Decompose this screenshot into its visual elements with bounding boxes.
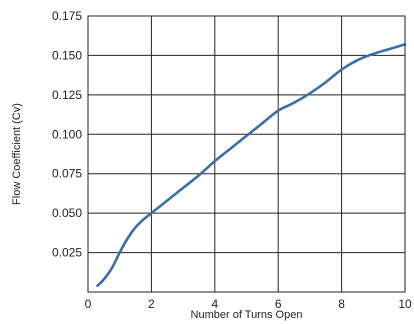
y-tick-label: 0.050 [52,206,82,220]
y-tick-label: 0.175 [52,9,82,23]
tick-labels: 0 2 4 6 8 10 0.025 0.050 0.075 0.100 0.125 0.150 0.1… [52,9,412,311]
x-axis-title: Number of Turns Open [191,309,303,321]
x-tick-label: 0 [85,297,92,311]
grid-lines [87,15,406,292]
y-tick-label: 0.075 [52,167,82,181]
series-line [96,43,407,287]
y-axis-title: Flow Coefficient (Cv) [11,103,23,205]
x-tick-label: 8 [338,297,345,311]
y-tick-label: 0.100 [52,127,82,141]
x-tick-label: 4 [211,297,218,311]
x-tick-label: 2 [148,297,155,311]
y-tick-label: 0.025 [52,246,82,260]
x-tick-label: 10 [398,297,412,311]
series-layer [96,43,407,287]
y-tick-label: 0.125 [52,88,82,102]
y-tick-label: 0.150 [52,48,82,62]
plot-frame [87,15,406,293]
x-tick-label: 6 [275,297,282,311]
